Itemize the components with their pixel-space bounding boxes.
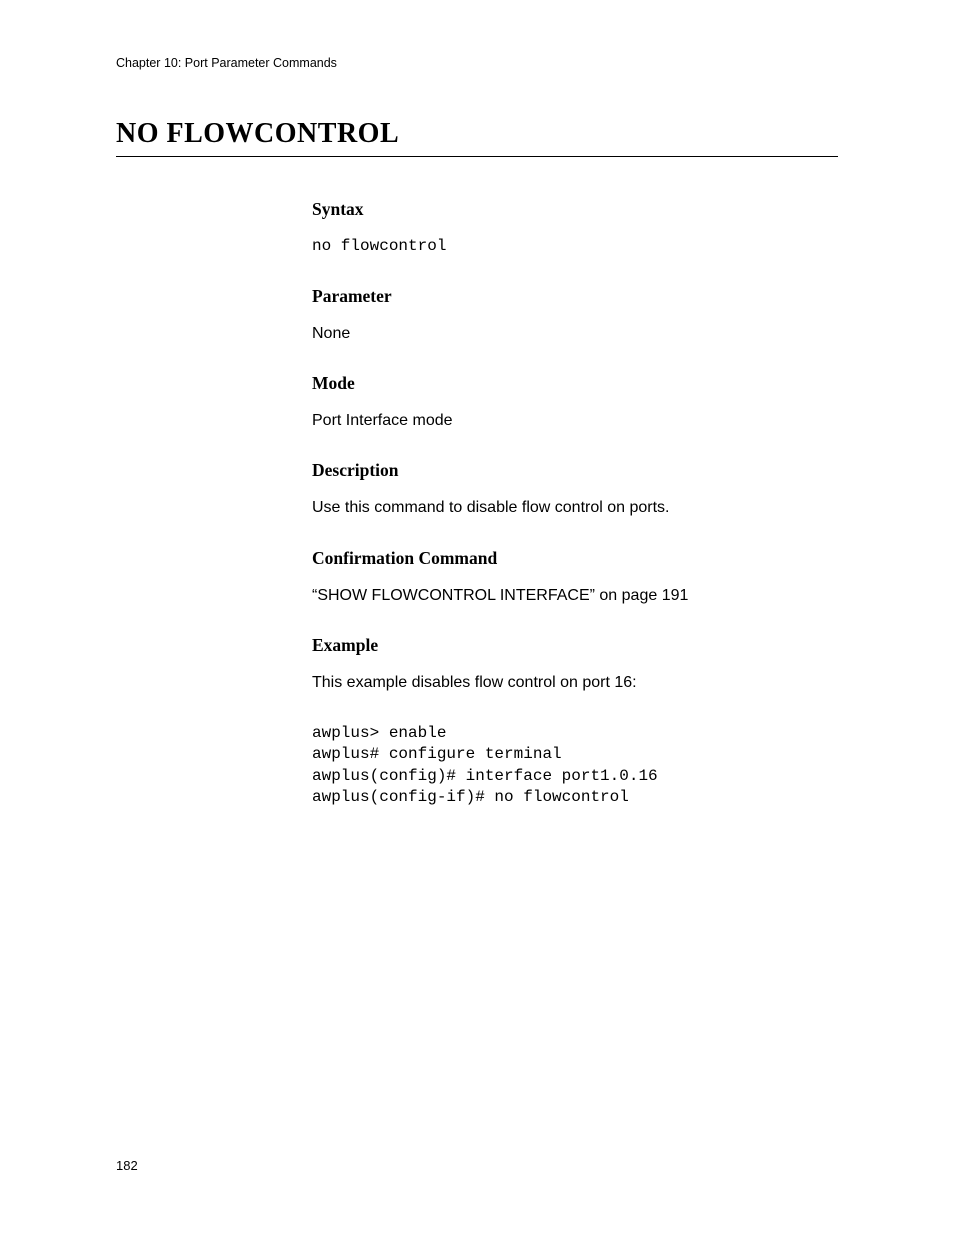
confirmation-body: “SHOW FLOWCONTROL INTERFACE” on page 191: [312, 585, 838, 607]
description-heading: Description: [312, 460, 838, 481]
parameter-body: None: [312, 323, 838, 345]
example-heading: Example: [312, 635, 838, 656]
example-code: awplus> enable awplus# configure termina…: [312, 723, 838, 809]
page-title: NO FLOWCONTROL: [116, 118, 838, 157]
mode-heading: Mode: [312, 373, 838, 394]
page-number: 182: [116, 1158, 138, 1173]
chapter-header: Chapter 10: Port Parameter Commands: [116, 56, 838, 70]
document-page: Chapter 10: Port Parameter Commands NO F…: [0, 0, 954, 1235]
content-area: Syntax no flowcontrol Parameter None Mod…: [312, 199, 838, 809]
mode-body: Port Interface mode: [312, 410, 838, 432]
parameter-heading: Parameter: [312, 286, 838, 307]
syntax-body: no flowcontrol: [312, 236, 838, 258]
syntax-heading: Syntax: [312, 199, 838, 220]
example-intro: This example disables flow control on po…: [312, 672, 838, 694]
description-body: Use this command to disable flow control…: [312, 497, 838, 519]
confirmation-heading: Confirmation Command: [312, 548, 838, 569]
